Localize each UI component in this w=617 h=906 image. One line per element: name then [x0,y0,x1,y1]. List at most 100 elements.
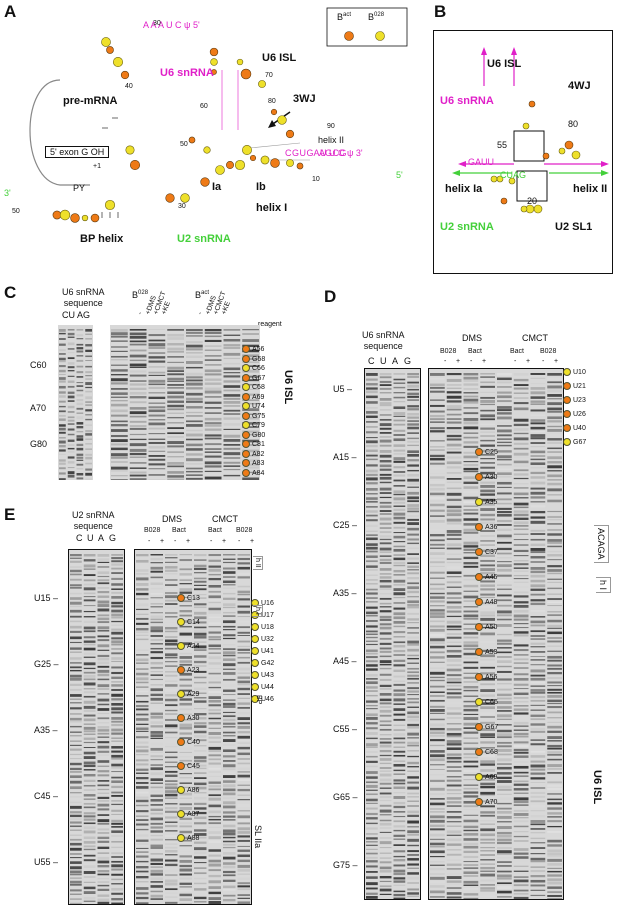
d-seq-gel [364,368,421,900]
e-marker: A35 – [34,725,58,735]
a-num-50b: 50 [12,208,20,215]
a-3wj-label: 3WJ [293,93,316,105]
e-site: A29 [177,690,199,698]
d-site: C66 [475,698,498,706]
d-cmct-site: U21 [563,382,586,390]
a-ia-label: Ia [212,181,222,193]
c-group-b028: B028 [132,290,149,300]
a-num-60: 60 [200,103,208,110]
c-site: G80 [242,430,265,439]
d-site: C25 [475,448,498,456]
panel-b-label: B [434,2,447,21]
e-probing-gel [134,549,252,905]
d-site: A30 [475,473,497,481]
d-region-u6isl: U6 ISL [591,770,603,805]
c-marker-c60: C60 [30,360,47,370]
d-site: G67 [475,723,498,731]
e-marker: U15 – [34,593,59,603]
b-u6-isl-label: U6 ISL [487,58,522,70]
e-cmct-site: U41 [251,647,274,655]
d-seq-header: U6 snRNA sequence [362,330,405,351]
e-dms-site-list: C13 C14 A24 A23 A29 A30 C40 C45 A86 A87 A88 [177,549,217,903]
b-num-55: 55 [497,140,508,150]
a-bp-helix-label: BP helix [80,233,124,245]
e-site: C14 [177,618,200,626]
d-cmct-site: U10 [563,368,586,376]
d-cmct-site-list: U10 U21 U23 U26 U40 G67 [563,368,603,898]
panel-b-box [433,30,613,274]
b-num-20: 20 [527,196,538,206]
a-exon-box: 5' exon G OH [45,146,110,158]
a-u2-3p: 3' [4,188,11,198]
e-cmct-site: U18 [251,623,274,631]
d-marker-list: U5 – A15 – C25 – A35 – A45 – C55 – G65 – G75 – [333,368,363,898]
e-region-sliia: SL IIa [253,825,263,849]
c-seq-lanes: CU AG [62,310,91,320]
c-site-list: A56 G58 C66 G67 C68 A69 U74 G75 C79 G80 C81 A82 A83 A… [242,345,282,485]
c-site: C68 [242,383,265,391]
a-u6-isl-label: U6 ISL [262,52,297,64]
e-cmct-label: CMCT [212,514,238,524]
c-site: C66 [242,364,265,372]
a-u6-3p: U U C ψ 3' [320,148,363,158]
panel-c-label: C [4,283,17,302]
a-helix-ii-label: helix II [318,135,345,145]
c-seq-header: U6 snRNA sequence [62,287,105,308]
b-u2-sl1-label: U2 SL1 [555,221,593,233]
a-num-10: 10 [312,176,320,183]
c-site: G58 [242,354,265,363]
b-helix-ii-label: helix II [573,183,608,195]
legend-bact: Bact [337,12,352,22]
e-site: A30 [177,714,199,722]
a-u6-mid-seq: C G U G A A G C G [285,148,347,158]
e-marker: U55 – [34,857,59,867]
e-region-bp: BP [255,695,262,705]
e-site: A24 [177,642,199,650]
e-marker: C45 – [34,791,59,801]
b-cuag: CUAG [500,170,527,180]
c-site: A56 [242,345,264,353]
c-site: A82 [242,449,264,458]
e-seq-gel [68,549,125,905]
c-probing-gel [110,325,260,480]
a-num-40: 40 [125,83,133,90]
c-marker-g80: G80 [30,439,48,449]
c-region-u6isl: U6 ISL [282,370,294,405]
a-num-plus1: +1 [93,163,101,170]
c-seq-gel [58,325,93,480]
d-marker: C25 – [333,520,358,530]
d-marker: A15 – [333,452,357,462]
a-num-70: 70 [265,72,273,79]
c-site: A69 [242,392,264,401]
a-premrna-label: pre-mRNA [63,95,118,107]
a-num-90: 90 [327,123,335,130]
c-site: A84 [242,468,264,477]
e-cmct-site: U17 [251,611,274,619]
a-ib-label: Ib [256,181,266,193]
d-site: A70 [475,798,497,806]
d-site: A69 [475,773,497,781]
a-num-50: 50 [180,141,188,148]
c-site: C79 [242,421,265,429]
panel-e-label: E [4,505,16,524]
a-u6-top-seq: A A A U C ψ 5' [143,20,200,30]
c-site: A83 [242,459,264,467]
a-py: PY [73,183,86,193]
e-cmct-site: G42 [251,659,274,667]
d-marker: A45 – [333,656,357,666]
c-site: G67 [242,373,265,382]
legend-b028: B028 [368,12,385,22]
d-marker: G65 – [333,792,358,802]
c-group-bact: Bact [195,290,210,300]
a-helix-i-label: helix I [256,202,288,214]
d-marker: A35 – [333,588,357,598]
d-site: A48 [475,598,497,606]
c-reagent-row: - +DMS +CMCT +KE - +DMS +CMCT +KE [136,290,232,316]
c-reagent-label: reagent [258,321,282,328]
e-site: C40 [177,738,200,746]
panel-a-diagram [0,0,410,260]
c-marker-a70: A70 [30,403,47,413]
a-u6-snrna-label: U6 snRNA [160,67,214,79]
e-cmct-site: U16 [251,599,274,607]
d-dms-label: DMS [462,333,482,343]
